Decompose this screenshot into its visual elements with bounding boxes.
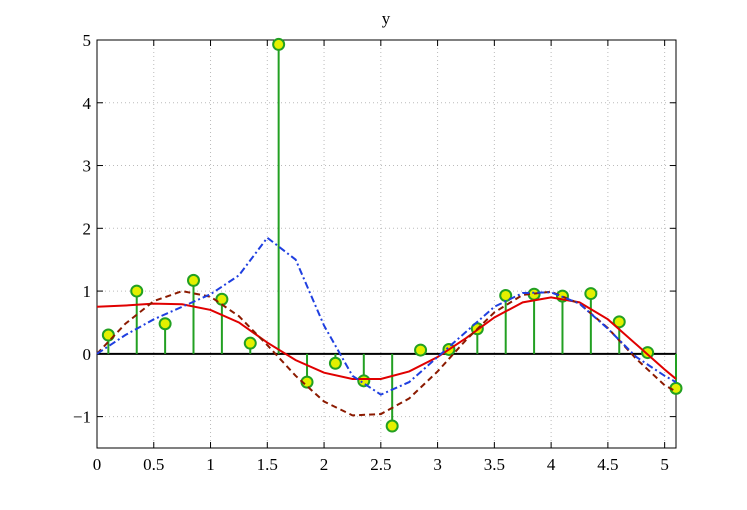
stem-marker (272, 37, 286, 51)
x-tick-label: 3 (433, 455, 442, 474)
stem-marker (130, 284, 144, 298)
x-tick-label: 2.5 (370, 455, 391, 474)
chart-title: y (382, 9, 391, 28)
line-series (96, 290, 677, 417)
x-tick-label: 0 (93, 455, 102, 474)
x-tick-label: 1 (206, 455, 215, 474)
stem-marker (328, 356, 342, 370)
x-tick-label: 0.5 (143, 455, 164, 474)
y-tick-label: 4 (83, 94, 92, 113)
stem-marker (357, 374, 371, 388)
line-series (96, 236, 677, 396)
x-tick-label: 1.5 (257, 455, 278, 474)
x-tick-label: 4 (547, 455, 556, 474)
x-tick-label: 3.5 (484, 455, 505, 474)
stem-marker (612, 315, 626, 329)
stem-marker (584, 287, 598, 301)
y-tick-label: 5 (83, 31, 92, 50)
y-tick-label: 2 (83, 219, 92, 238)
stem-marker (187, 273, 200, 287)
x-tick-label: 5 (660, 455, 669, 474)
y-tick-label: 1 (83, 282, 92, 301)
y-tick-label: 0 (83, 345, 92, 364)
y-tick-label: 3 (83, 157, 92, 176)
stem-marker (385, 419, 399, 433)
stem-marker (158, 317, 172, 331)
y-tick-label: −1 (73, 408, 91, 427)
stem-marker (641, 346, 655, 360)
x-tick-label: 4.5 (597, 455, 618, 474)
stem-marker (215, 292, 229, 306)
plot-frame (96, 39, 677, 449)
x-tick-label: 2 (320, 455, 329, 474)
stem-marker (243, 336, 257, 350)
line-series (96, 296, 677, 380)
stem-marker (414, 343, 428, 357)
